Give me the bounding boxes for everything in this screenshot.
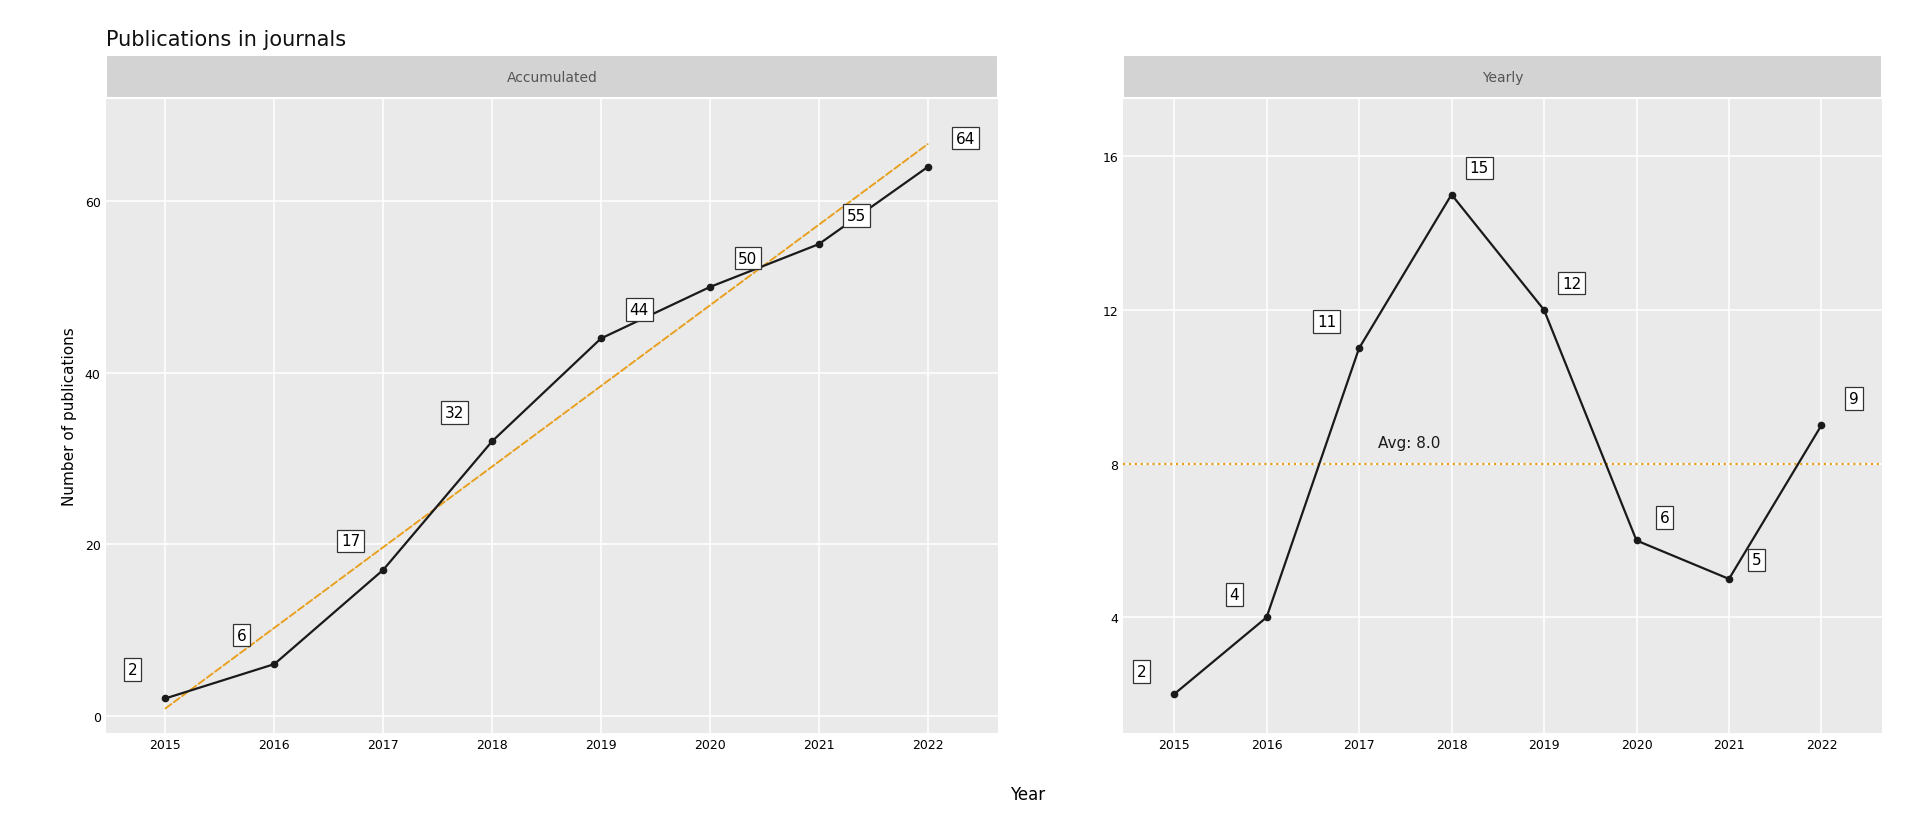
FancyBboxPatch shape [1123,56,1882,99]
Text: 2: 2 [129,662,138,677]
Text: 6: 6 [1659,511,1668,526]
Text: 55: 55 [847,209,866,224]
Text: 11: 11 [1317,315,1336,330]
Text: Avg: 8.0: Avg: 8.0 [1377,436,1440,450]
Text: Publications in journals: Publications in journals [106,30,346,50]
FancyBboxPatch shape [106,56,998,99]
Text: 17: 17 [342,534,361,549]
Text: 4: 4 [1229,587,1238,602]
Text: 5: 5 [1751,553,1761,568]
Text: 6: 6 [236,628,246,643]
Text: 12: 12 [1563,277,1582,291]
Text: Year: Year [1010,785,1044,803]
Text: Accumulated: Accumulated [507,71,597,84]
Y-axis label: Number of publications: Number of publications [61,327,77,505]
Text: 64: 64 [956,132,975,147]
Text: 32: 32 [444,406,465,421]
Text: 9: 9 [1849,392,1859,407]
Text: 15: 15 [1469,161,1488,176]
Text: 50: 50 [739,251,758,267]
Text: 2: 2 [1137,664,1146,679]
Text: 44: 44 [630,303,649,318]
Text: Yearly: Yearly [1482,71,1523,84]
